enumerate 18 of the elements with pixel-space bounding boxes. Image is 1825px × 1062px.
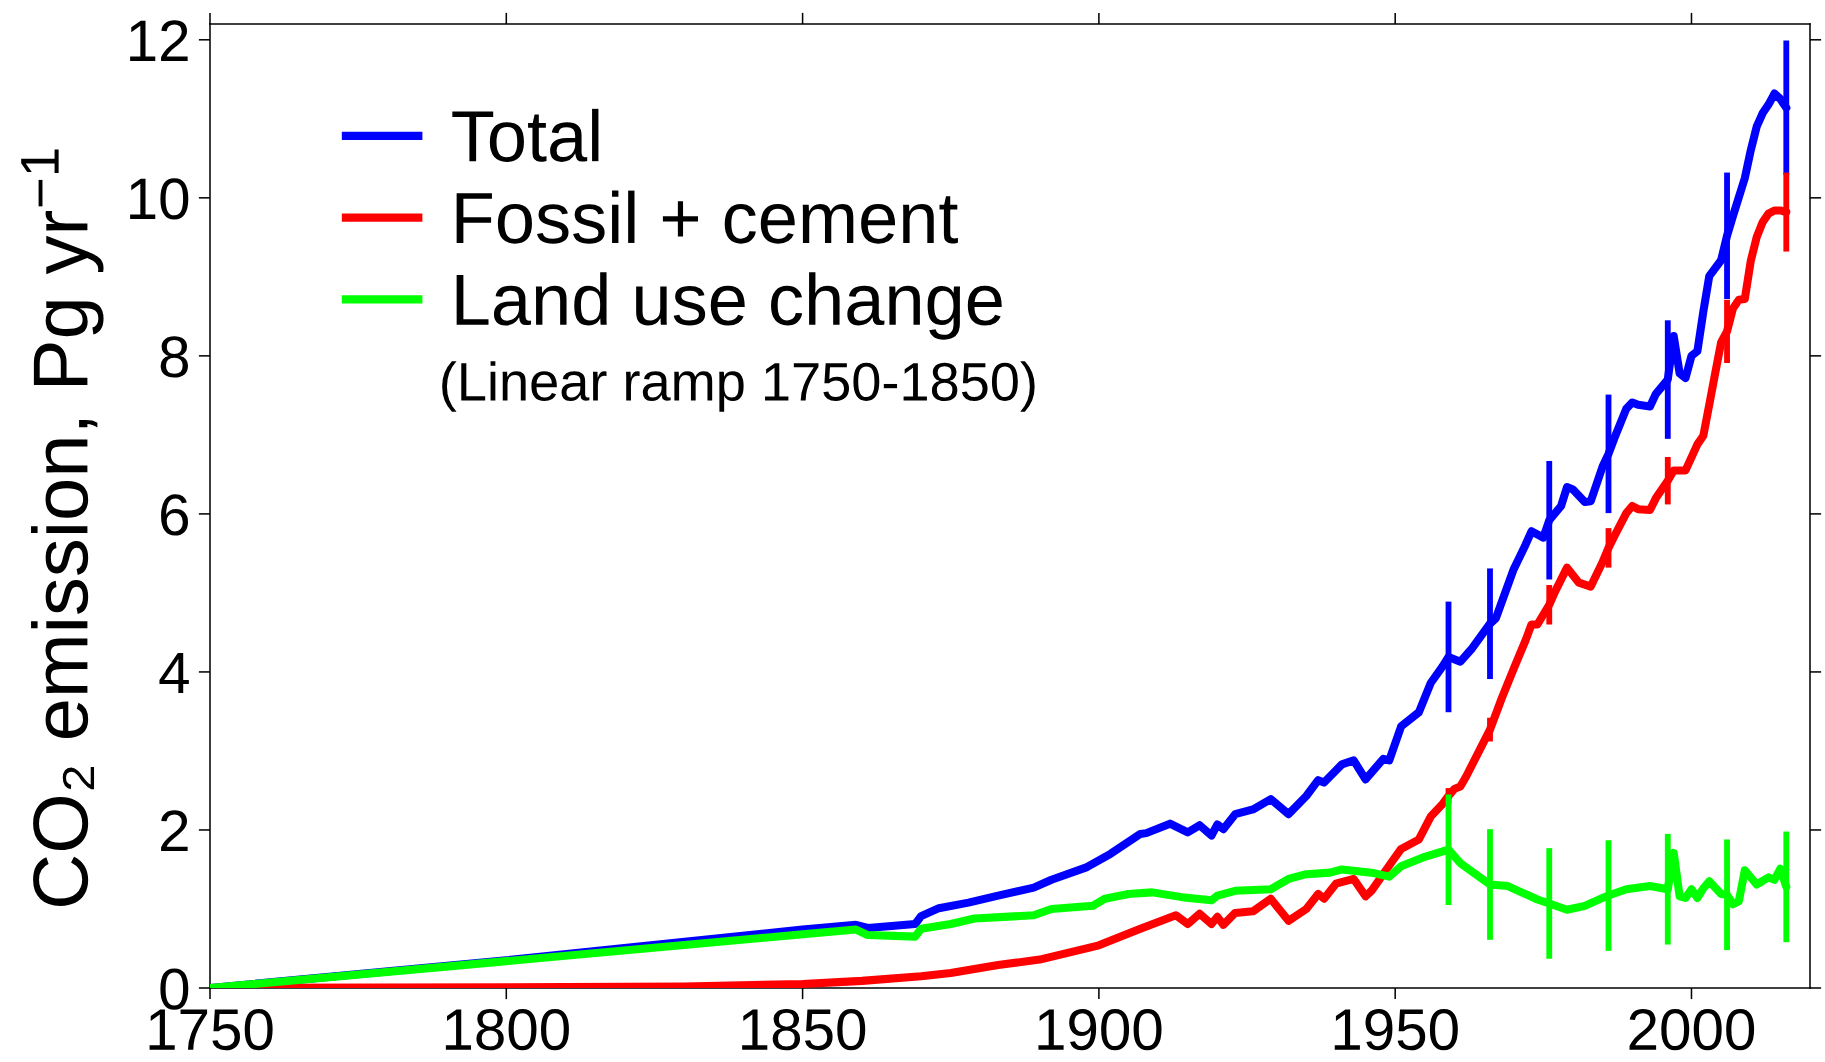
y-axis-title: CO₂ emission, Pg yr$^{−1}$ bbox=[21, 149, 104, 906]
y-tick-label: 2 bbox=[161, 810, 188, 852]
annotation: (Linear ramp 1750-1850) bbox=[442, 361, 1035, 412]
x-tick-label: 1900 bbox=[1038, 1008, 1162, 1051]
y-tick-label: 0 bbox=[160, 968, 189, 1010]
y-tick-label: 6 bbox=[161, 494, 188, 536]
x-tick-label: 1850 bbox=[742, 1008, 866, 1051]
x-tick-label: 2000 bbox=[1629, 1008, 1755, 1051]
legend-label: Total bbox=[452, 108, 599, 162]
y-tick-label: 4 bbox=[159, 652, 189, 694]
y-tick-label: 12 bbox=[130, 20, 188, 61]
legend-label: Fossil + cement bbox=[456, 190, 958, 244]
x-tick-label: 1750 bbox=[149, 1008, 273, 1051]
legend-label: Land use change bbox=[456, 272, 1002, 340]
x-tick-label: 1800 bbox=[445, 1008, 569, 1051]
x-tick-label: 1950 bbox=[1334, 1008, 1458, 1051]
y-tick-label: 8 bbox=[160, 336, 189, 378]
y-tick-label: 10 bbox=[130, 178, 189, 220]
